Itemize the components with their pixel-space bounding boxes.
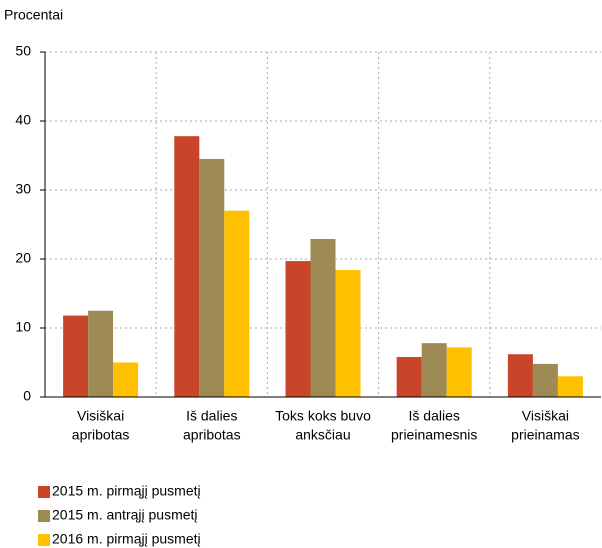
- bar: [174, 136, 200, 397]
- y-axis-label: Procentai: [4, 7, 63, 23]
- bar: [113, 362, 139, 397]
- y-tick-label: 50: [15, 43, 31, 59]
- y-tick-label: 40: [15, 112, 31, 128]
- y-tick-label: 30: [15, 181, 31, 197]
- legend-swatch: [38, 486, 50, 498]
- legend-swatch: [38, 534, 50, 546]
- bar: [421, 343, 447, 397]
- x-tick-label: Visiškai: [522, 408, 569, 424]
- bar: [396, 356, 422, 397]
- bar: [557, 376, 583, 397]
- legend-label: 2015 m. antrąjį pusmetį: [52, 507, 198, 523]
- x-tick-label: Iš dalies: [409, 408, 460, 424]
- bar: [224, 210, 250, 397]
- x-tick-label: apribotas: [183, 427, 241, 443]
- bar: [310, 238, 336, 397]
- bar: [63, 315, 89, 397]
- legend-swatch: [38, 510, 50, 522]
- bar: [199, 158, 225, 397]
- x-tick-label: Iš dalies: [186, 408, 237, 424]
- x-tick-label: prieinamesnis: [391, 427, 477, 443]
- bar: [507, 354, 533, 397]
- x-tick-label: prieinamas: [511, 427, 579, 443]
- y-tick-label: 0: [23, 388, 31, 404]
- bar: [285, 261, 311, 397]
- y-tick-label: 10: [15, 319, 31, 335]
- bar: [446, 347, 472, 397]
- legend-label: 2015 m. pirmąjį pusmetį: [52, 483, 201, 499]
- legend-label: 2016 m. pirmąjį pusmetį: [52, 531, 201, 547]
- bar: [88, 310, 114, 397]
- x-tick-label: Visiškai: [77, 408, 124, 424]
- x-tick-label: Toks koks buvo: [275, 408, 371, 424]
- bar: [335, 270, 361, 397]
- bar: [532, 363, 558, 397]
- x-tick-label: anksčiau: [295, 427, 350, 443]
- y-tick-label: 20: [15, 250, 31, 266]
- x-tick-label: apribotas: [72, 427, 130, 443]
